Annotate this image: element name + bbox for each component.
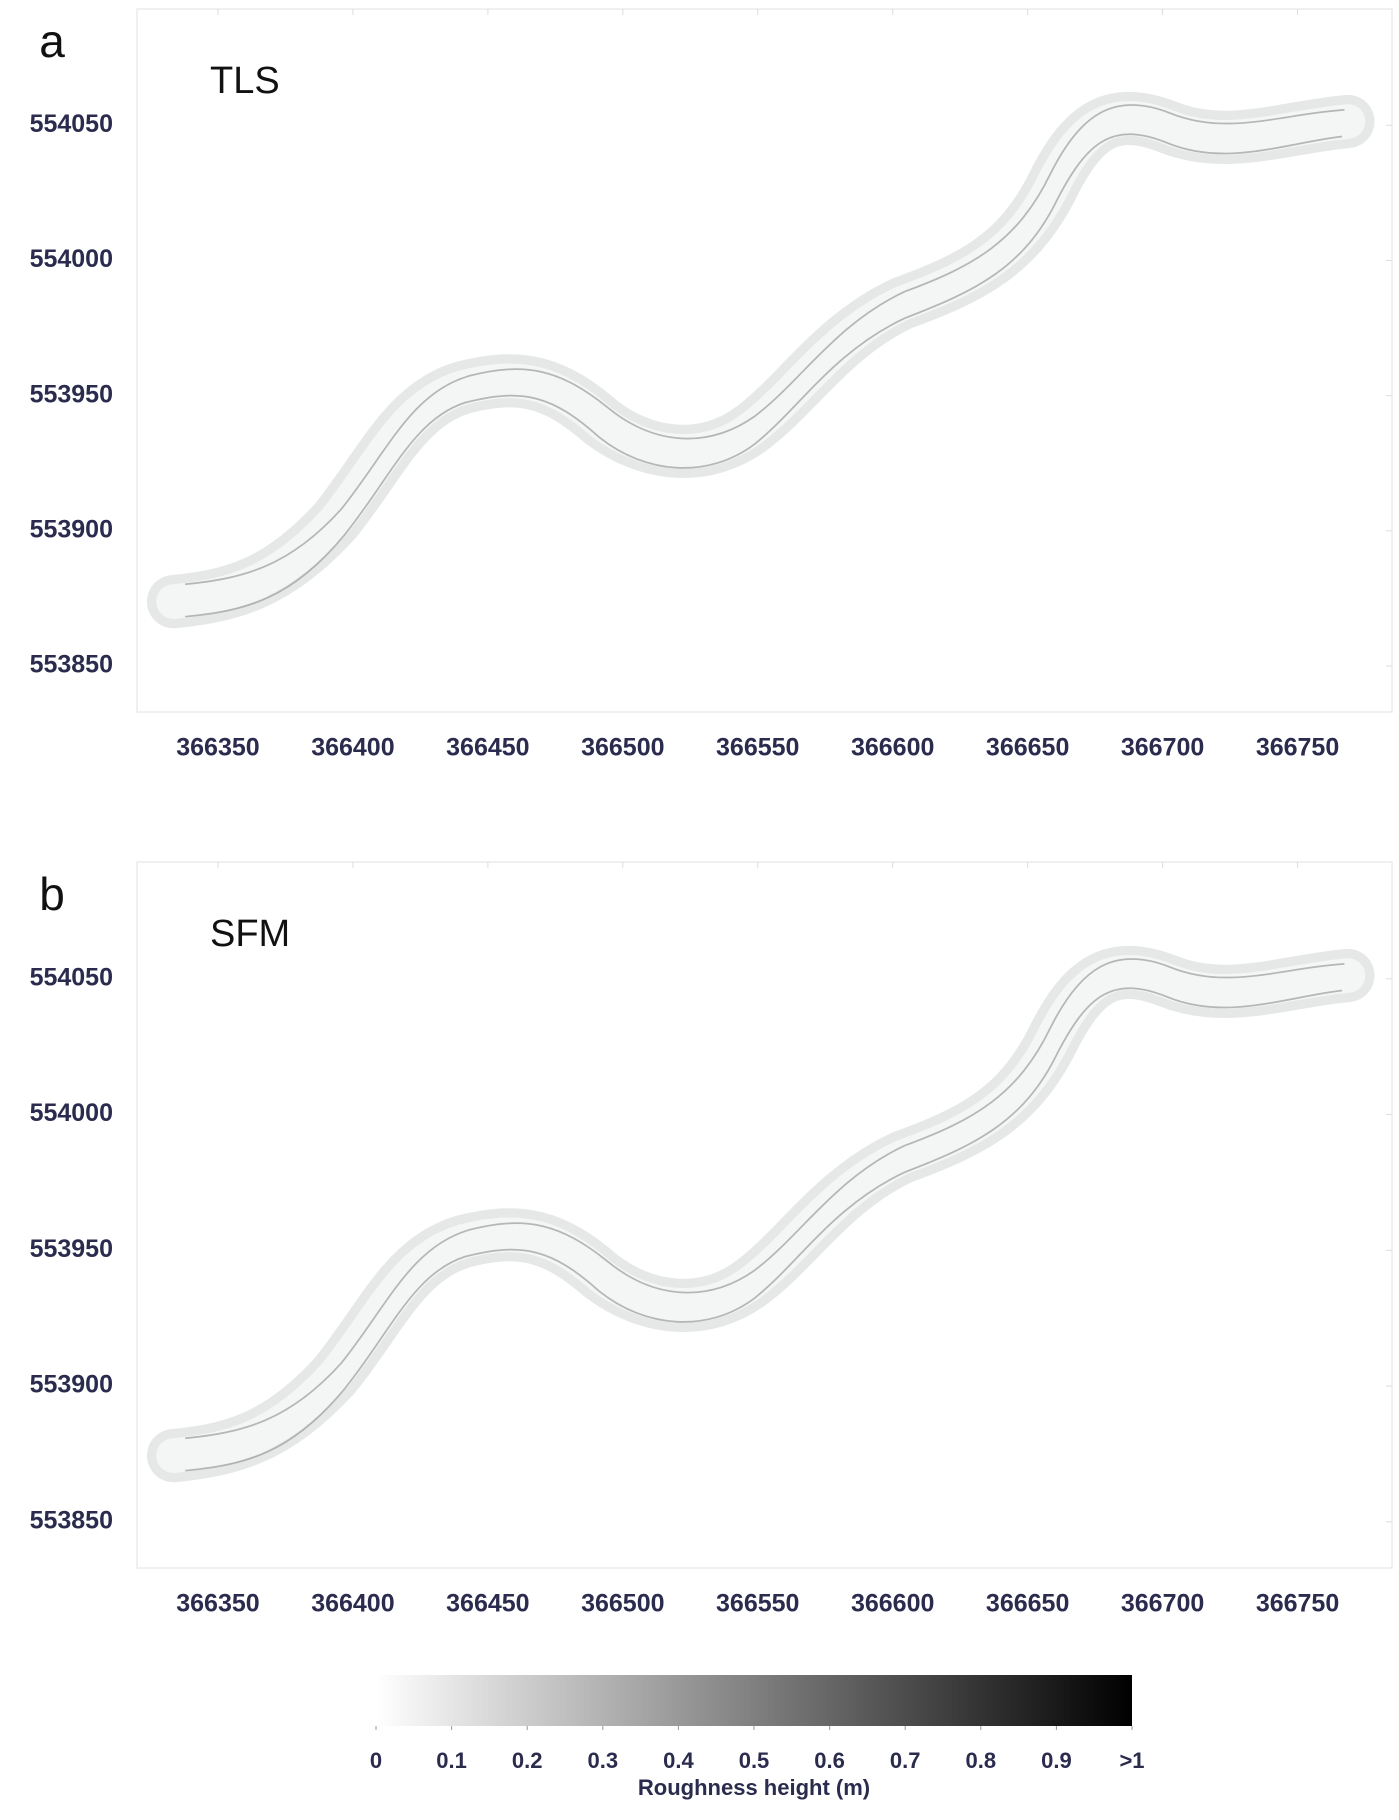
river-raster — [174, 959, 1348, 1471]
x-tick-label: 366750 — [1256, 1590, 1339, 1618]
y-tick-label: 553850 — [30, 651, 113, 679]
colorbar-tick-label: 0.3 — [588, 1748, 619, 1773]
colorbar-tick-label: 0 — [370, 1748, 382, 1773]
colorbar-tick-label: >1 — [1119, 1748, 1144, 1773]
panel-title: TLS — [210, 60, 280, 102]
y-tick-label: 553950 — [30, 1235, 113, 1263]
panel-title: SFM — [210, 913, 290, 955]
y-tick-label: 553850 — [30, 1506, 113, 1534]
river-raster — [174, 105, 1348, 617]
y-tick-label: 554000 — [30, 245, 113, 273]
panel-label: b — [39, 868, 65, 920]
colorbar-tick-label: 0.1 — [436, 1748, 467, 1773]
colorbar — [376, 1675, 1132, 1726]
x-tick-label: 366650 — [986, 734, 1069, 762]
colorbar-tick-label: 0.4 — [663, 1748, 694, 1773]
colorbar-tick-label: 0.9 — [1041, 1748, 1072, 1773]
x-tick-label: 366400 — [311, 734, 394, 762]
x-tick-label: 366600 — [851, 1590, 934, 1618]
y-tick-label: 553950 — [30, 380, 113, 408]
y-tick-label: 553900 — [30, 1371, 113, 1399]
x-tick-label: 366650 — [986, 1590, 1069, 1618]
x-tick-label: 366400 — [311, 1590, 394, 1618]
colorbar-tick-label: 0.5 — [739, 1748, 770, 1773]
plot-frame — [136, 861, 1393, 1569]
colorbar-label: Roughness height (m) — [638, 1775, 870, 1800]
x-tick-label: 366550 — [716, 1590, 799, 1618]
x-tick-label: 366750 — [1256, 734, 1339, 762]
colorbar-tick-label: 0.8 — [966, 1748, 997, 1773]
y-tick-label: 554050 — [30, 963, 113, 991]
y-tick-label: 553900 — [30, 515, 113, 543]
x-tick-label: 366350 — [176, 734, 259, 762]
x-tick-label: 366700 — [1121, 1590, 1204, 1618]
x-tick-label: 366450 — [446, 734, 529, 762]
x-tick-label: 366450 — [446, 1590, 529, 1618]
colorbar-tick-label: 0.7 — [890, 1748, 921, 1773]
y-tick-label: 554000 — [30, 1099, 113, 1127]
x-tick-label: 366600 — [851, 734, 934, 762]
colorbar-tick-label: 0.2 — [512, 1748, 543, 1773]
plot-frame — [136, 8, 1393, 713]
panel-label: a — [39, 15, 65, 67]
colorbar-tick-label: 0.6 — [814, 1748, 845, 1773]
x-tick-label: 366550 — [716, 734, 799, 762]
x-tick-label: 366500 — [581, 1590, 664, 1618]
y-tick-label: 554050 — [30, 110, 113, 138]
x-tick-label: 366700 — [1121, 734, 1204, 762]
x-tick-label: 366500 — [581, 734, 664, 762]
x-tick-label: 366350 — [176, 1590, 259, 1618]
